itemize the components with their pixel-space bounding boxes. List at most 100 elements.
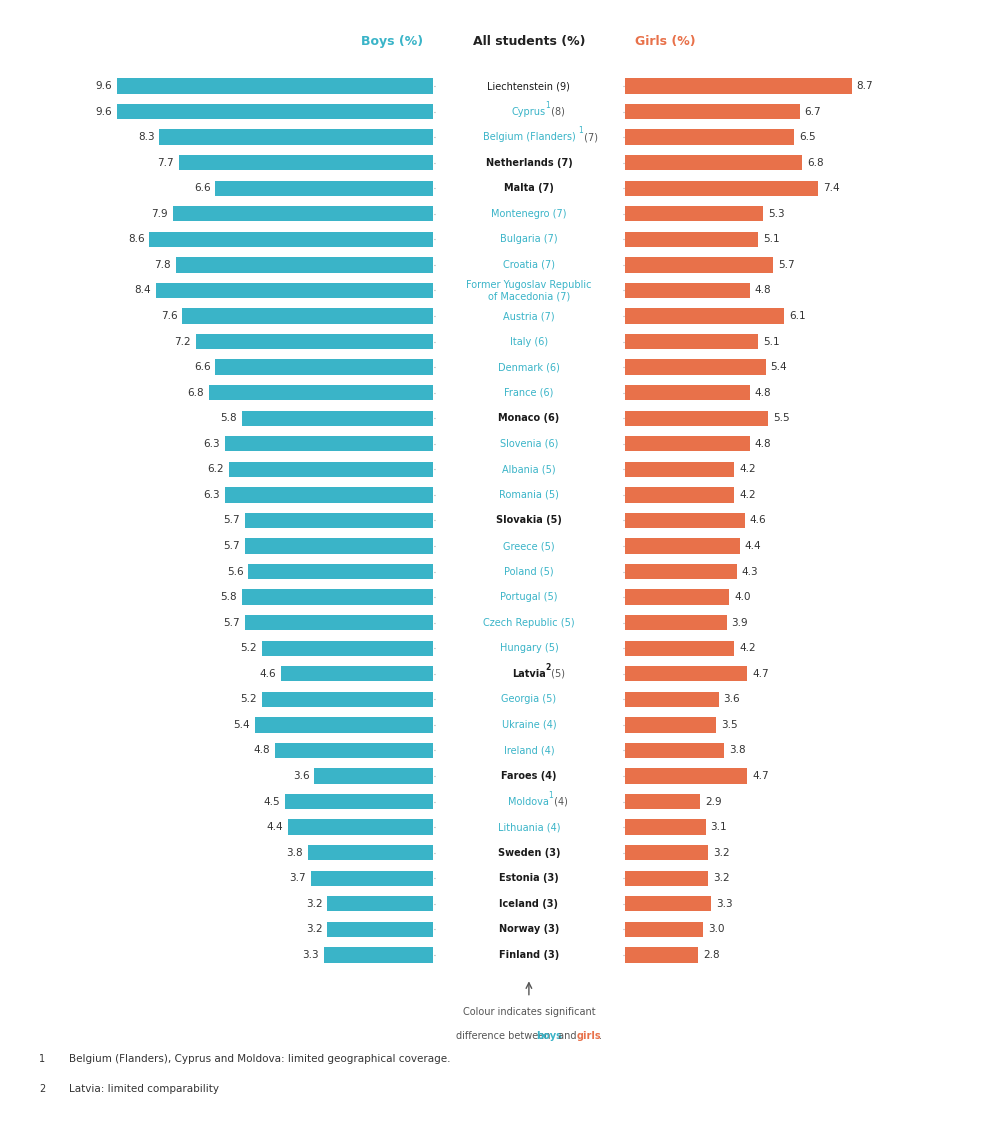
Text: Georgia (5): Georgia (5) — [501, 694, 557, 704]
FancyBboxPatch shape — [625, 385, 750, 400]
Text: 4.8: 4.8 — [253, 745, 270, 755]
Text: 3.2: 3.2 — [306, 924, 323, 934]
Text: 4.2: 4.2 — [739, 644, 756, 654]
Text: 3.8: 3.8 — [729, 745, 746, 755]
Text: 5.4: 5.4 — [233, 720, 250, 730]
Text: 4.2: 4.2 — [739, 464, 756, 474]
Text: 3.0: 3.0 — [708, 924, 724, 934]
Text: 3.8: 3.8 — [286, 848, 303, 858]
FancyBboxPatch shape — [625, 513, 745, 529]
FancyBboxPatch shape — [242, 589, 433, 605]
Text: Girls (%): Girls (%) — [635, 35, 696, 48]
Text: 6.3: 6.3 — [204, 490, 220, 500]
FancyBboxPatch shape — [625, 283, 750, 299]
Text: 4.6: 4.6 — [750, 515, 767, 525]
FancyBboxPatch shape — [625, 717, 716, 733]
FancyBboxPatch shape — [625, 589, 729, 605]
Text: Boys (%): Boys (%) — [361, 35, 423, 48]
Text: 3.3: 3.3 — [303, 950, 319, 960]
Text: Colour indicates significant: Colour indicates significant — [462, 1006, 595, 1017]
Text: 9.6: 9.6 — [95, 81, 111, 91]
Text: 6.6: 6.6 — [194, 362, 211, 372]
FancyBboxPatch shape — [625, 539, 740, 553]
Text: 8.4: 8.4 — [135, 285, 152, 295]
Text: Former Yugoslav Republic: Former Yugoslav Republic — [466, 279, 591, 290]
FancyBboxPatch shape — [625, 232, 758, 247]
Text: 4.4: 4.4 — [267, 823, 283, 832]
FancyBboxPatch shape — [625, 564, 737, 579]
FancyBboxPatch shape — [625, 130, 794, 144]
Text: Poland (5): Poland (5) — [504, 567, 554, 577]
FancyBboxPatch shape — [625, 743, 724, 758]
FancyBboxPatch shape — [215, 360, 433, 375]
Text: 3.9: 3.9 — [731, 618, 748, 628]
Text: Latvia: Latvia — [512, 668, 546, 678]
Text: Bulgaria (7): Bulgaria (7) — [500, 234, 558, 245]
Text: Romania (5): Romania (5) — [499, 490, 559, 500]
Text: Italy (6): Italy (6) — [510, 337, 548, 347]
FancyBboxPatch shape — [176, 257, 433, 273]
Text: Albania (5): Albania (5) — [502, 464, 556, 474]
FancyBboxPatch shape — [228, 462, 433, 477]
Text: Malta (7): Malta (7) — [504, 184, 554, 193]
FancyBboxPatch shape — [182, 309, 433, 323]
FancyBboxPatch shape — [625, 896, 710, 912]
Text: 3.7: 3.7 — [289, 873, 306, 884]
FancyBboxPatch shape — [262, 692, 433, 707]
Text: difference between: difference between — [456, 1031, 553, 1041]
Text: 2: 2 — [545, 663, 551, 672]
Text: 4.4: 4.4 — [745, 541, 761, 551]
Text: 3.3: 3.3 — [715, 899, 732, 908]
Text: Portugal (5): Portugal (5) — [500, 592, 558, 602]
Text: 6.7: 6.7 — [805, 107, 821, 116]
Text: (4): (4) — [551, 797, 568, 807]
Text: 2.9: 2.9 — [706, 797, 722, 807]
Text: 4.3: 4.3 — [742, 567, 759, 577]
FancyBboxPatch shape — [248, 564, 433, 579]
FancyBboxPatch shape — [288, 819, 433, 835]
Text: 3.5: 3.5 — [721, 720, 738, 730]
FancyBboxPatch shape — [625, 870, 708, 886]
Text: 6.8: 6.8 — [807, 158, 824, 168]
Text: 7.4: 7.4 — [823, 184, 839, 193]
FancyBboxPatch shape — [209, 385, 433, 400]
Text: 2: 2 — [39, 1084, 45, 1094]
Text: All students (%): All students (%) — [472, 35, 585, 48]
FancyBboxPatch shape — [625, 462, 734, 477]
FancyBboxPatch shape — [308, 845, 433, 860]
FancyBboxPatch shape — [275, 743, 433, 758]
FancyBboxPatch shape — [116, 104, 433, 119]
FancyBboxPatch shape — [245, 615, 433, 630]
FancyBboxPatch shape — [314, 769, 433, 783]
Text: 5.7: 5.7 — [778, 260, 795, 270]
Text: 5.7: 5.7 — [223, 515, 240, 525]
Text: Greece (5): Greece (5) — [503, 541, 555, 551]
FancyBboxPatch shape — [625, 819, 706, 835]
Text: 6.1: 6.1 — [789, 311, 806, 321]
Text: Slovenia (6): Slovenia (6) — [500, 438, 558, 449]
FancyBboxPatch shape — [215, 180, 433, 196]
FancyBboxPatch shape — [625, 334, 758, 349]
Text: 4.6: 4.6 — [260, 668, 277, 678]
Text: 7.9: 7.9 — [151, 208, 167, 219]
FancyBboxPatch shape — [116, 79, 433, 94]
Text: 5.1: 5.1 — [763, 234, 779, 245]
FancyBboxPatch shape — [159, 130, 433, 144]
Text: 4.7: 4.7 — [753, 668, 769, 678]
FancyBboxPatch shape — [225, 436, 433, 452]
Text: Montenegro (7): Montenegro (7) — [491, 208, 567, 219]
Text: Monaco (6): Monaco (6) — [498, 414, 560, 424]
Text: Sweden (3): Sweden (3) — [498, 848, 560, 858]
FancyBboxPatch shape — [625, 206, 763, 222]
FancyBboxPatch shape — [156, 283, 433, 299]
Text: and: and — [555, 1031, 580, 1041]
Text: Moldova: Moldova — [509, 797, 549, 807]
Text: 4.5: 4.5 — [263, 797, 279, 807]
FancyBboxPatch shape — [625, 615, 726, 630]
FancyBboxPatch shape — [625, 79, 852, 94]
Text: 6.8: 6.8 — [187, 388, 204, 398]
Text: 5.6: 5.6 — [227, 567, 243, 577]
FancyBboxPatch shape — [328, 922, 433, 937]
Text: Netherlands (7): Netherlands (7) — [485, 158, 573, 168]
Text: Ukraine (4): Ukraine (4) — [502, 720, 556, 730]
